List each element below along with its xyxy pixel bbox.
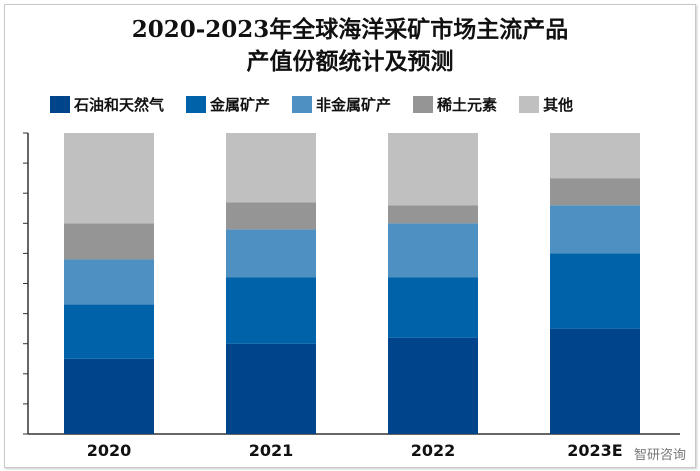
x-tick-label: 2022 (411, 441, 456, 460)
legend-label: 其他 (543, 96, 574, 114)
bar-segment (64, 259, 154, 305)
bar-segment (226, 202, 316, 230)
legend-label: 非金属矿产 (316, 96, 392, 114)
bar-segment (388, 133, 478, 206)
legend-swatch (292, 96, 313, 113)
watermark: 智研咨询 (633, 448, 686, 463)
bar-segment (388, 337, 478, 434)
legend-label: 金属矿产 (210, 96, 271, 114)
legend-swatch (413, 96, 434, 113)
legend-item: 石油和天然气 (50, 94, 164, 115)
legend-swatch (519, 96, 540, 113)
legend-item: 稀土元素 (413, 94, 497, 115)
bar-segment (388, 205, 478, 224)
bar-segment (226, 133, 316, 203)
bar-segment (226, 343, 316, 434)
legend-item: 金属矿产 (186, 94, 270, 115)
bar-segment (226, 277, 316, 344)
legend: 石油和天然气 金属矿产 非金属矿产 稀土元素 其他 (50, 94, 595, 115)
x-tick-label: 2021 (249, 441, 294, 460)
x-tick-label: 2020 (87, 441, 132, 460)
chart-title: 2020-2023年全球海洋采矿市场主流产品 产值份额统计及预测 (0, 14, 700, 78)
bar-segment (550, 205, 640, 254)
bar-segment (64, 304, 154, 359)
legend-item: 非金属矿产 (292, 94, 391, 115)
chart-frame (4, 4, 696, 468)
legend-swatch (50, 96, 70, 113)
bar-segment (226, 229, 316, 278)
legend-swatch (186, 96, 207, 113)
bar-segment (64, 358, 154, 434)
legend-label: 稀土元素 (437, 96, 498, 114)
legend-item: 其他 (519, 94, 573, 115)
bar-segment (388, 223, 478, 278)
bar-segment (550, 133, 640, 179)
bar-segment (388, 277, 478, 338)
bar-segment (550, 253, 640, 329)
bar-segment (550, 328, 640, 434)
bar-segment (64, 133, 154, 224)
bar-segment (64, 223, 154, 260)
title-line-2: 产值份额统计及预测 (246, 48, 454, 75)
bar-segment (550, 178, 640, 206)
title-line-1: 2020-2023年全球海洋采矿市场主流产品 (131, 16, 569, 43)
legend-label: 石油和天然气 (74, 96, 165, 114)
x-tick-label: 2023E (567, 441, 622, 460)
